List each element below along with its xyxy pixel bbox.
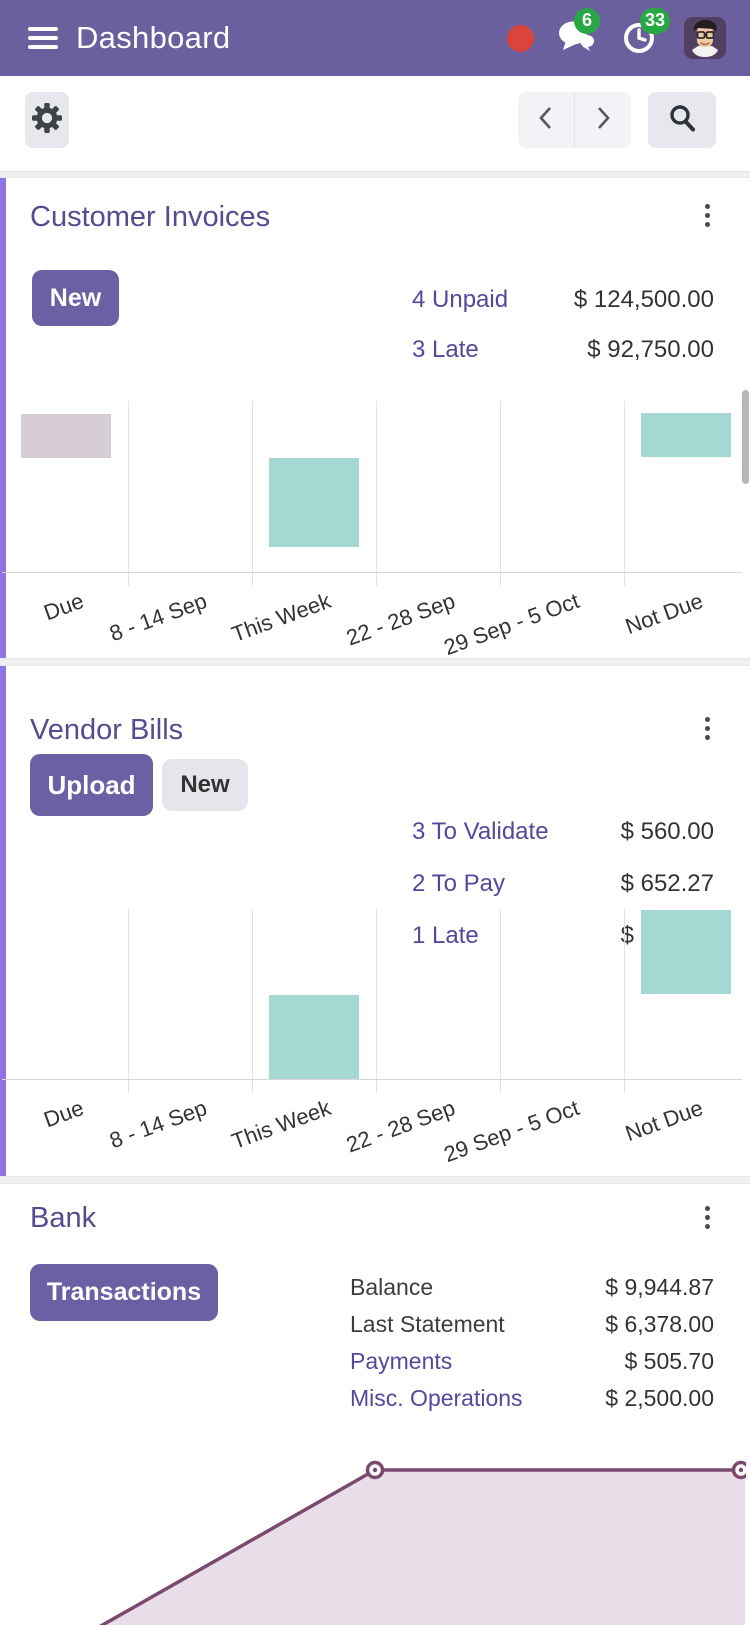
stat-row: 3 To Validate $ 560.00 <box>412 806 714 858</box>
x-axis-label: 29 Sep - 5 Oct <box>440 1095 583 1168</box>
pager-previous-button[interactable] <box>518 92 575 148</box>
chat-bubbles-icon <box>556 21 596 59</box>
misc-operations-link[interactable]: Misc. Operations <box>350 1385 523 1411</box>
x-axis-label: This Week <box>228 588 335 647</box>
control-panel <box>0 76 750 172</box>
chart-x-axis <box>2 572 742 573</box>
stat-row: Misc. Operations $ 2,500.00 <box>350 1380 714 1417</box>
kebab-menu-icon[interactable] <box>696 713 718 743</box>
unpaid-invoices-link[interactable]: 4 Unpaid <box>412 286 509 313</box>
bank-balance-amount: $ 9,944.87 <box>605 1274 714 1300</box>
late-invoices-link[interactable]: 3 Late <box>412 336 479 363</box>
bills-to-pay-amount: $ 652.27 <box>620 870 714 897</box>
chart-gridline <box>252 909 253 1093</box>
card-title-vendor-bills[interactable]: Vendor Bills <box>30 714 184 746</box>
clock-icon <box>622 22 658 59</box>
last-statement-label: Last Statement <box>350 1311 505 1337</box>
chart-gridline <box>500 909 501 1093</box>
stat-row: 4 Unpaid $ 124,500.00 <box>412 275 714 325</box>
unpaid-invoices-amount: $ 124,500.00 <box>573 286 714 313</box>
x-axis-label: Due <box>40 588 87 626</box>
misc-operations-amount: $ 2,500.00 <box>605 1385 714 1411</box>
stat-row: Last Statement $ 6,378.00 <box>350 1306 714 1343</box>
x-axis-label: Not Due <box>622 588 707 640</box>
payments-amount: $ 505.70 <box>624 1348 714 1374</box>
record-indicator-icon <box>507 24 534 52</box>
pager-next-button[interactable] <box>575 92 631 148</box>
x-axis-label: Not Due <box>622 1095 707 1147</box>
new-bill-button[interactable]: New <box>162 759 248 811</box>
activities-menu[interactable]: 33 <box>622 7 671 60</box>
x-axis-label: 29 Sep - 5 Oct <box>440 588 583 661</box>
card-accent-stripe <box>0 666 6 1176</box>
card-customer-invoices: Customer Invoices New 4 Unpaid $ 124,500… <box>0 177 750 660</box>
new-invoice-button[interactable]: New <box>32 270 119 326</box>
bar-this-week[interactable] <box>269 995 359 1079</box>
messages-menu[interactable]: 6 <box>556 7 600 60</box>
upload-bill-button[interactable]: Upload <box>30 754 153 816</box>
user-avatar[interactable] <box>684 17 726 59</box>
hamburger-menu-icon[interactable] <box>28 27 58 49</box>
systray: 6 33 <box>507 0 750 76</box>
x-axis-label: 8 - 14 Sep <box>106 588 211 647</box>
messages-badge: 6 <box>574 7 600 34</box>
card-title-bank[interactable]: Bank <box>30 1202 97 1234</box>
chart-gridline <box>252 401 253 586</box>
x-axis-label: This Week <box>228 1095 335 1154</box>
late-bills-link[interactable]: 1 Late <box>412 922 479 949</box>
scrollbar-thumb[interactable] <box>742 390 749 484</box>
chart-gridline <box>376 909 377 1093</box>
stat-row: Payments $ 505.70 <box>350 1343 714 1380</box>
area-chart-svg <box>99 1460 746 1625</box>
late-invoices-amount: $ 92,750.00 <box>587 336 714 363</box>
stat-row: 2 To Pay $ 652.27 <box>412 858 714 910</box>
chart-x-axis <box>2 1079 742 1080</box>
card-bank: Bank Transactions Balance $ 9,944.87 Las… <box>0 1183 750 1625</box>
activities-badge: 33 <box>640 7 671 34</box>
bar-not-due[interactable] <box>641 413 731 457</box>
card-title-customer-invoices[interactable]: Customer Invoices <box>30 201 271 233</box>
gear-icon <box>32 102 62 138</box>
vendor-bills-bar-chart: Due 8 - 14 Sep This Week 22 - 28 Sep 29 Sep … <box>2 909 746 1167</box>
bank-balance-label: Balance <box>350 1274 434 1300</box>
app-header: Dashboard 6 33 <box>0 0 750 76</box>
bills-to-validate-link[interactable]: 3 To Validate <box>412 818 549 845</box>
x-axis-label: 8 - 14 Sep <box>106 1095 211 1154</box>
search-icon <box>667 103 697 138</box>
chart-gridline <box>376 401 377 586</box>
chart-gridline <box>624 909 625 1093</box>
bar-due[interactable] <box>21 414 111 458</box>
chart-gridline <box>128 401 129 586</box>
customer-invoices-bar-chart: Due 8 - 14 Sep This Week 22 - 28 Sep 29 Sep … <box>2 401 746 660</box>
settings-gear-button[interactable] <box>25 92 69 148</box>
page-title: Dashboard <box>76 20 231 55</box>
stat-row: Balance $ 9,944.87 <box>350 1269 714 1306</box>
chevron-left-icon <box>534 104 558 137</box>
bank-balance-area-chart <box>0 1381 746 1625</box>
card-accent-stripe <box>0 178 6 658</box>
bar-not-due[interactable] <box>641 910 731 994</box>
x-axis-label: Due <box>40 1095 87 1133</box>
search-button[interactable] <box>648 92 716 148</box>
chevron-right-icon <box>591 104 615 137</box>
bank-transactions-button[interactable]: Transactions <box>30 1264 218 1321</box>
stat-row: 3 Late $ 92,750.00 <box>412 325 714 375</box>
chart-gridline <box>500 401 501 586</box>
card-vendor-bills: Vendor Bills Upload New 3 To Validate $ … <box>0 665 750 1177</box>
kebab-menu-icon[interactable] <box>696 200 718 230</box>
bar-this-week[interactable] <box>269 458 359 547</box>
bills-to-validate-amount: $ 560.00 <box>620 818 714 845</box>
kebab-menu-icon[interactable] <box>696 1202 718 1232</box>
chart-gridline <box>624 401 625 586</box>
chart-gridline <box>128 909 129 1093</box>
last-statement-amount: $ 6,378.00 <box>605 1311 714 1337</box>
payments-link[interactable]: Payments <box>350 1348 453 1374</box>
bills-to-pay-link[interactable]: 2 To Pay <box>412 870 505 897</box>
